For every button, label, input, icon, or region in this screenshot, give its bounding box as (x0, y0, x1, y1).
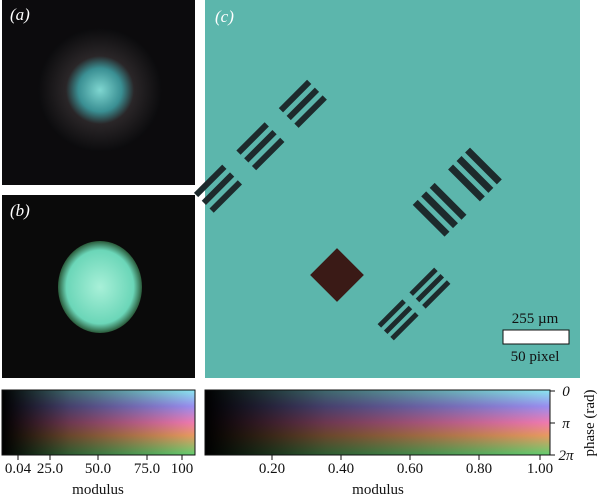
axis-label: modulus (352, 482, 404, 498)
object-image (58, 241, 142, 333)
beam-image (38, 28, 162, 152)
tick-label: 50.0 (85, 461, 111, 477)
tick-label: 0.20 (259, 461, 285, 477)
tick-label: 25.0 (37, 461, 63, 477)
tick-label: 0.80 (466, 461, 492, 477)
colorbar-shade (2, 390, 195, 455)
tick-label: π (562, 416, 570, 432)
tick-label: 75.0 (134, 461, 160, 477)
axis-label: phase (rad) (582, 389, 598, 456)
colorbar-shade (205, 390, 550, 455)
scale-bar (502, 329, 570, 345)
panel-label: (a) (10, 5, 30, 24)
tick-label: 0.60 (397, 461, 423, 477)
axis-label: modulus (72, 482, 124, 498)
resolution-target (193, 79, 502, 341)
tick-label: 0 (562, 384, 570, 400)
panel-label: (c) (215, 7, 234, 26)
tick-label: 2π (558, 448, 574, 464)
scale-pixels: 50 pixel (511, 349, 560, 365)
panel-label: (b) (10, 201, 30, 220)
tick-label: 1.00 (527, 461, 553, 477)
scale-length: 255 µm (512, 311, 559, 327)
tick-label: 0.04 (5, 461, 32, 477)
tick-label: 0.40 (328, 461, 354, 477)
tick-label: 100 (171, 461, 194, 477)
